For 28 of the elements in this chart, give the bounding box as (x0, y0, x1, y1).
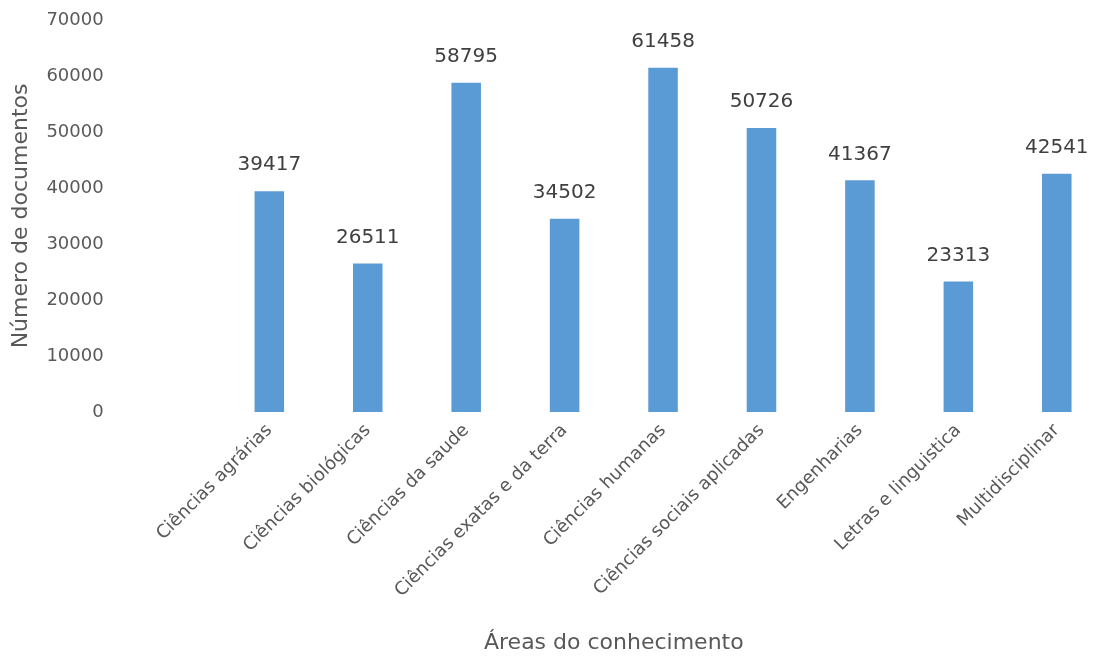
bar (549, 218, 580, 412)
y-tick-label: 70000 (46, 7, 104, 29)
bar (254, 191, 285, 412)
y-tick-label: 50000 (46, 119, 104, 141)
data-label: 41367 (828, 140, 892, 165)
bar (1042, 173, 1072, 412)
x-axis-title: Áreas do conhecimento (483, 628, 744, 654)
bar (943, 281, 974, 412)
data-label: 34502 (532, 178, 597, 203)
bar (648, 67, 678, 412)
y-tick-label: 0 (92, 399, 104, 421)
y-tick-label: 20000 (46, 287, 104, 309)
y-tick-label: 30000 (46, 231, 104, 253)
bar (746, 127, 777, 412)
y-tick-label: 60000 (46, 63, 104, 85)
data-label: 26511 (335, 223, 400, 248)
data-label: 58795 (434, 42, 498, 67)
y-tick-label: 40000 (46, 175, 104, 197)
data-label: 39417 (237, 151, 302, 176)
data-label: 23313 (926, 241, 991, 266)
data-label: 42541 (1024, 133, 1089, 158)
bar (352, 263, 383, 412)
bar (451, 82, 481, 412)
data-label: 50726 (729, 88, 794, 113)
y-axis-title: Número de documentos (6, 83, 32, 349)
bar (845, 180, 875, 412)
y-tick-label: 10000 (46, 343, 104, 365)
data-label: 61458 (631, 28, 695, 53)
